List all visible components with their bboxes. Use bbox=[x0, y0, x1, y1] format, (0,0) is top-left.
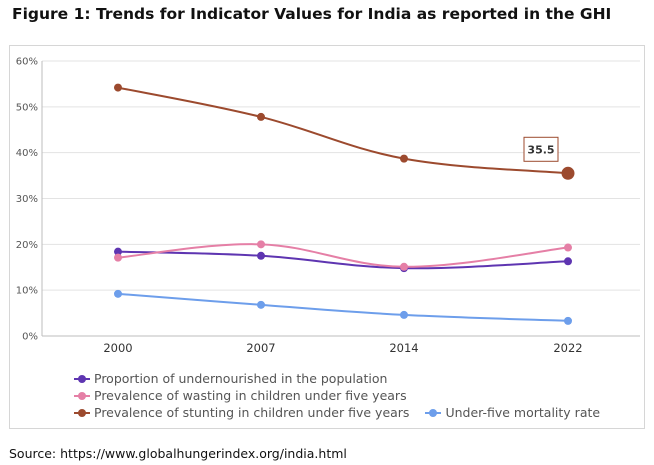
y-tick-label: 60% bbox=[16, 57, 38, 68]
data-point bbox=[400, 154, 408, 163]
chart-frame bbox=[9, 45, 645, 429]
y-tick-label: 10% bbox=[16, 286, 38, 297]
data-point bbox=[564, 243, 572, 252]
source-note: Source: https://www.globalhungerindex.or… bbox=[9, 446, 347, 461]
legend-marker-icon bbox=[74, 408, 90, 418]
data-point bbox=[114, 247, 122, 256]
data-point bbox=[564, 257, 572, 266]
y-tick-label: 40% bbox=[16, 148, 38, 159]
data-point bbox=[114, 253, 122, 262]
data-point bbox=[257, 251, 265, 260]
legend-label: Prevalence of wasting in children under … bbox=[94, 388, 407, 403]
data-point bbox=[400, 310, 408, 319]
legend-row-3: Prevalence of stunting in children under… bbox=[74, 404, 616, 421]
data-point bbox=[257, 300, 265, 309]
legend-row-1: Proportion of undernourished in the popu… bbox=[74, 370, 616, 387]
data-point bbox=[561, 166, 575, 180]
y-tick-label: 50% bbox=[16, 102, 38, 113]
data-point bbox=[400, 262, 408, 271]
x-tick-label: 2000 bbox=[103, 341, 132, 355]
line-chart: 0% 10% 20% 30% 40% 50% 60% 2000 2007 2014 2022 35.5 bbox=[16, 57, 640, 355]
series-line bbox=[117, 86, 569, 175]
legend-item-wasting[interactable]: Prevalence of wasting in children under … bbox=[74, 388, 407, 403]
data-point bbox=[114, 83, 122, 92]
chart-legend: Proportion of undernourished in the popu… bbox=[74, 370, 616, 421]
series-line bbox=[117, 250, 569, 270]
legend-marker-icon bbox=[74, 391, 90, 401]
x-tick-label: 2022 bbox=[553, 341, 582, 355]
x-tick-label: 2007 bbox=[246, 341, 275, 355]
annotation-box bbox=[523, 136, 559, 162]
y-tick-label: 20% bbox=[16, 240, 38, 251]
legend-row-2: Prevalence of wasting in children under … bbox=[74, 387, 616, 404]
annotation-label: 35.5 bbox=[527, 143, 554, 156]
data-point bbox=[257, 112, 265, 121]
legend-item-undernourished[interactable]: Proportion of undernourished in the popu… bbox=[74, 371, 387, 386]
series-line bbox=[117, 292, 569, 322]
data-point bbox=[114, 289, 122, 298]
figure-title: Figure 1: Trends for Indicator Values fo… bbox=[12, 5, 612, 23]
legend-marker-icon bbox=[425, 408, 442, 418]
legend-marker-icon bbox=[74, 374, 90, 384]
y-tick-label: 0% bbox=[22, 332, 38, 343]
legend-label: Prevalence of stunting in children under… bbox=[94, 405, 410, 420]
x-tick-label: 2014 bbox=[389, 341, 418, 355]
data-point bbox=[564, 316, 572, 325]
legend-label: Under-five mortality rate bbox=[445, 405, 601, 420]
legend-item-mortality[interactable]: Under-five mortality rate bbox=[425, 405, 600, 420]
legend-label: Proportion of undernourished in the popu… bbox=[94, 371, 388, 386]
series-line bbox=[117, 243, 569, 268]
legend-item-stunting[interactable]: Prevalence of stunting in children under… bbox=[74, 405, 409, 420]
y-tick-label: 30% bbox=[16, 194, 38, 205]
data-point bbox=[257, 240, 265, 249]
